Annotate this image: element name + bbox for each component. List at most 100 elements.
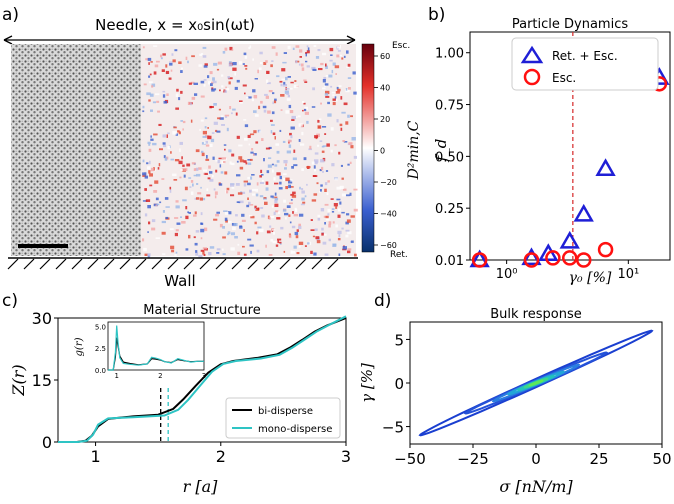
d2min-speck [286, 150, 291, 154]
d2min-speck [353, 208, 358, 212]
d2min-speck [338, 253, 341, 256]
d2min-speck [351, 137, 356, 141]
d2min-speck [174, 49, 178, 52]
d2min-speck [260, 207, 264, 209]
d2min-speck [310, 219, 313, 221]
d2min-speck [212, 77, 215, 81]
d2min-speck [161, 220, 166, 224]
d2min-speck [208, 252, 212, 256]
x-tick-label: 25 [589, 450, 608, 468]
d2min-speck [317, 144, 320, 147]
d2min-speck [185, 215, 189, 220]
d2min-speck [193, 174, 197, 177]
d2min-speck [238, 156, 243, 160]
micrograph-image [11, 44, 141, 256]
d2min-speck [231, 162, 235, 166]
panel-d: d) Bulk response−505−50 −25 0 25 50σ [nN/m]γ… [358, 291, 672, 496]
d2min-speck [321, 146, 325, 148]
wall-hatch-line [183, 258, 195, 270]
needle-label: Needle, x = x₀sin(ωt) [95, 16, 255, 34]
marker-ret-esc [559, 230, 580, 249]
wall-hatch-line [7, 258, 19, 270]
d2min-speck [167, 146, 171, 150]
d2min-speck [347, 77, 352, 79]
marker-esc [561, 250, 578, 266]
d2min-speck [343, 102, 348, 106]
d2min-speck [283, 160, 288, 164]
d2min-speck [229, 106, 232, 110]
d2min-speck [159, 201, 162, 204]
d2min-speck [172, 59, 176, 63]
d2min-speck [302, 201, 306, 204]
d2min-speck [206, 194, 211, 197]
d2min-speck [159, 148, 163, 151]
d2min-speck [253, 95, 258, 99]
d2min-speck [180, 120, 183, 122]
d2min-speck [274, 182, 279, 185]
d2min-speck [195, 250, 198, 253]
wall-hatch-line [279, 258, 291, 270]
d2min-speck [266, 79, 269, 83]
d2min-speck [175, 205, 180, 209]
d2min-speck [315, 236, 320, 240]
d2min-speck [162, 142, 166, 145]
d2min-speck [247, 238, 252, 241]
d2min-speck [341, 193, 346, 197]
d2min-speck [252, 89, 256, 93]
axes-frame [469, 31, 671, 261]
d2min-speck [330, 198, 334, 200]
d2min-speck [263, 109, 267, 113]
d2min-speck [350, 240, 354, 243]
wall-hatch-line [263, 258, 275, 270]
x-tick-label: 3 [341, 447, 351, 466]
d2min-speck [193, 82, 198, 85]
d2min-speck [170, 151, 172, 154]
d2min-speck [251, 98, 254, 102]
d2min-speck [209, 106, 214, 108]
x-axis-label: σ [nN/m] [499, 477, 573, 496]
d2min-speck [153, 45, 158, 47]
d2min-speck [160, 54, 163, 58]
d2min-speck [311, 106, 316, 108]
d2min-speck [324, 83, 329, 86]
d2min-speck [319, 191, 321, 193]
x-tick-label: −25 [457, 450, 489, 468]
d2min-speck [147, 205, 151, 209]
d2min-speck [277, 238, 282, 241]
d2min-speck [327, 208, 331, 213]
d2min-speck [180, 90, 183, 94]
d2min-speck [144, 253, 148, 256]
d2min-speck [274, 136, 276, 140]
d2min-speck [293, 149, 296, 153]
d2min-speck [325, 75, 329, 77]
d2min-speck [303, 102, 306, 105]
hysteresis-loop [528, 379, 544, 387]
d2min-speck [224, 171, 228, 175]
d2min-speck [305, 53, 307, 57]
d2min-speck [161, 231, 166, 235]
d2min-speck [335, 91, 340, 94]
d2min-speck [279, 241, 282, 244]
d2min-speck [209, 71, 213, 75]
d2min-speck [254, 78, 258, 80]
d2min-speck [322, 171, 324, 173]
inset-y-label: g(r) [74, 337, 85, 356]
d2min-speck [328, 74, 333, 78]
d2min-speck [167, 132, 170, 135]
d2min-speck [270, 124, 275, 126]
d2min-speck [200, 212, 203, 216]
d2min-speck [288, 180, 293, 184]
d2min-speck [165, 216, 169, 219]
d2min-speck [193, 214, 197, 217]
wall-hatch-line [87, 258, 99, 270]
d2min-speck [243, 119, 247, 121]
legend-label-bi: bi-disperse [258, 406, 313, 417]
d2min-speck [152, 142, 157, 146]
d2min-speck [152, 101, 156, 104]
wall-hatch-line [23, 258, 35, 270]
d2min-speck [212, 175, 214, 178]
d2min-speck [182, 120, 186, 124]
d2min-speck [188, 177, 192, 179]
d2min-speck [282, 209, 287, 212]
y-tick-label: 30 [32, 309, 52, 328]
